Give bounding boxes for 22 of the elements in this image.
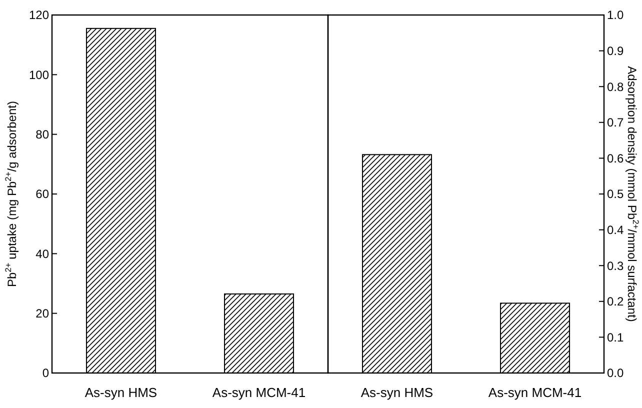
x-tick-label: As-syn MCM-41 (212, 385, 306, 400)
y2-tick-label: 0.2 (607, 294, 624, 309)
y2-tick-label: 0.0 (607, 366, 624, 380)
y-tick-label: 60 (36, 187, 50, 202)
y-tick-label: 80 (36, 128, 50, 142)
y2-tick-label: 1.0 (607, 8, 624, 22)
y2-tick-label: 0.5 (607, 187, 624, 202)
y-tick-label: 100 (28, 68, 50, 82)
y-tick-label: 120 (28, 8, 50, 22)
y-tick-label: 40 (36, 246, 50, 261)
y2-tick-label: 0.7 (607, 116, 624, 130)
y-tick-label: 0 (42, 366, 50, 380)
y2-tick-label: 0.6 (607, 151, 624, 166)
y2-tick-label: 0.9 (607, 44, 624, 58)
y-tick-label: 20 (36, 306, 50, 321)
y2-tick-label: 0.8 (607, 80, 624, 94)
y2-tick-label: 0.1 (607, 330, 624, 344)
y2-tick-label: 0.4 (607, 223, 624, 237)
x-tick-label: As-syn HMS (84, 385, 158, 400)
x-tick-label: As-syn MCM-41 (488, 385, 582, 400)
y2-tick-label: 0.3 (607, 258, 624, 273)
x-tick-label: As-syn HMS (360, 385, 434, 400)
